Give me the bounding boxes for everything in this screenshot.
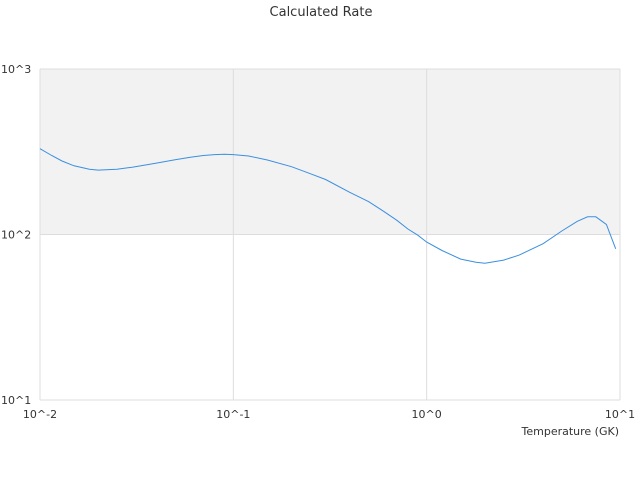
shaded-band <box>40 69 620 235</box>
grid-lines <box>39 68 621 401</box>
x-tick-label-3: 10^1 <box>605 408 635 421</box>
x-axis: 10^-2 10^-1 10^0 10^1 <box>23 408 635 421</box>
series-line-0 <box>39 148 617 264</box>
x-tick-label-1: 10^-1 <box>216 408 250 421</box>
plot-area <box>40 69 620 235</box>
series-layer <box>39 148 617 264</box>
chart-title: Calculated Rate <box>270 5 373 20</box>
y-tick-label-1: 10^2 <box>1 229 31 242</box>
y-axis: 10^1 10^2 10^3 <box>1 63 31 407</box>
x-tick-label-2: 10^0 <box>412 408 442 421</box>
x-axis-label: Temperature (GK) <box>521 425 620 438</box>
x-tick-label-0: 10^-2 <box>23 408 57 421</box>
y-tick-label-0: 10^1 <box>1 394 31 407</box>
y-tick-label-2: 10^3 <box>1 63 31 76</box>
